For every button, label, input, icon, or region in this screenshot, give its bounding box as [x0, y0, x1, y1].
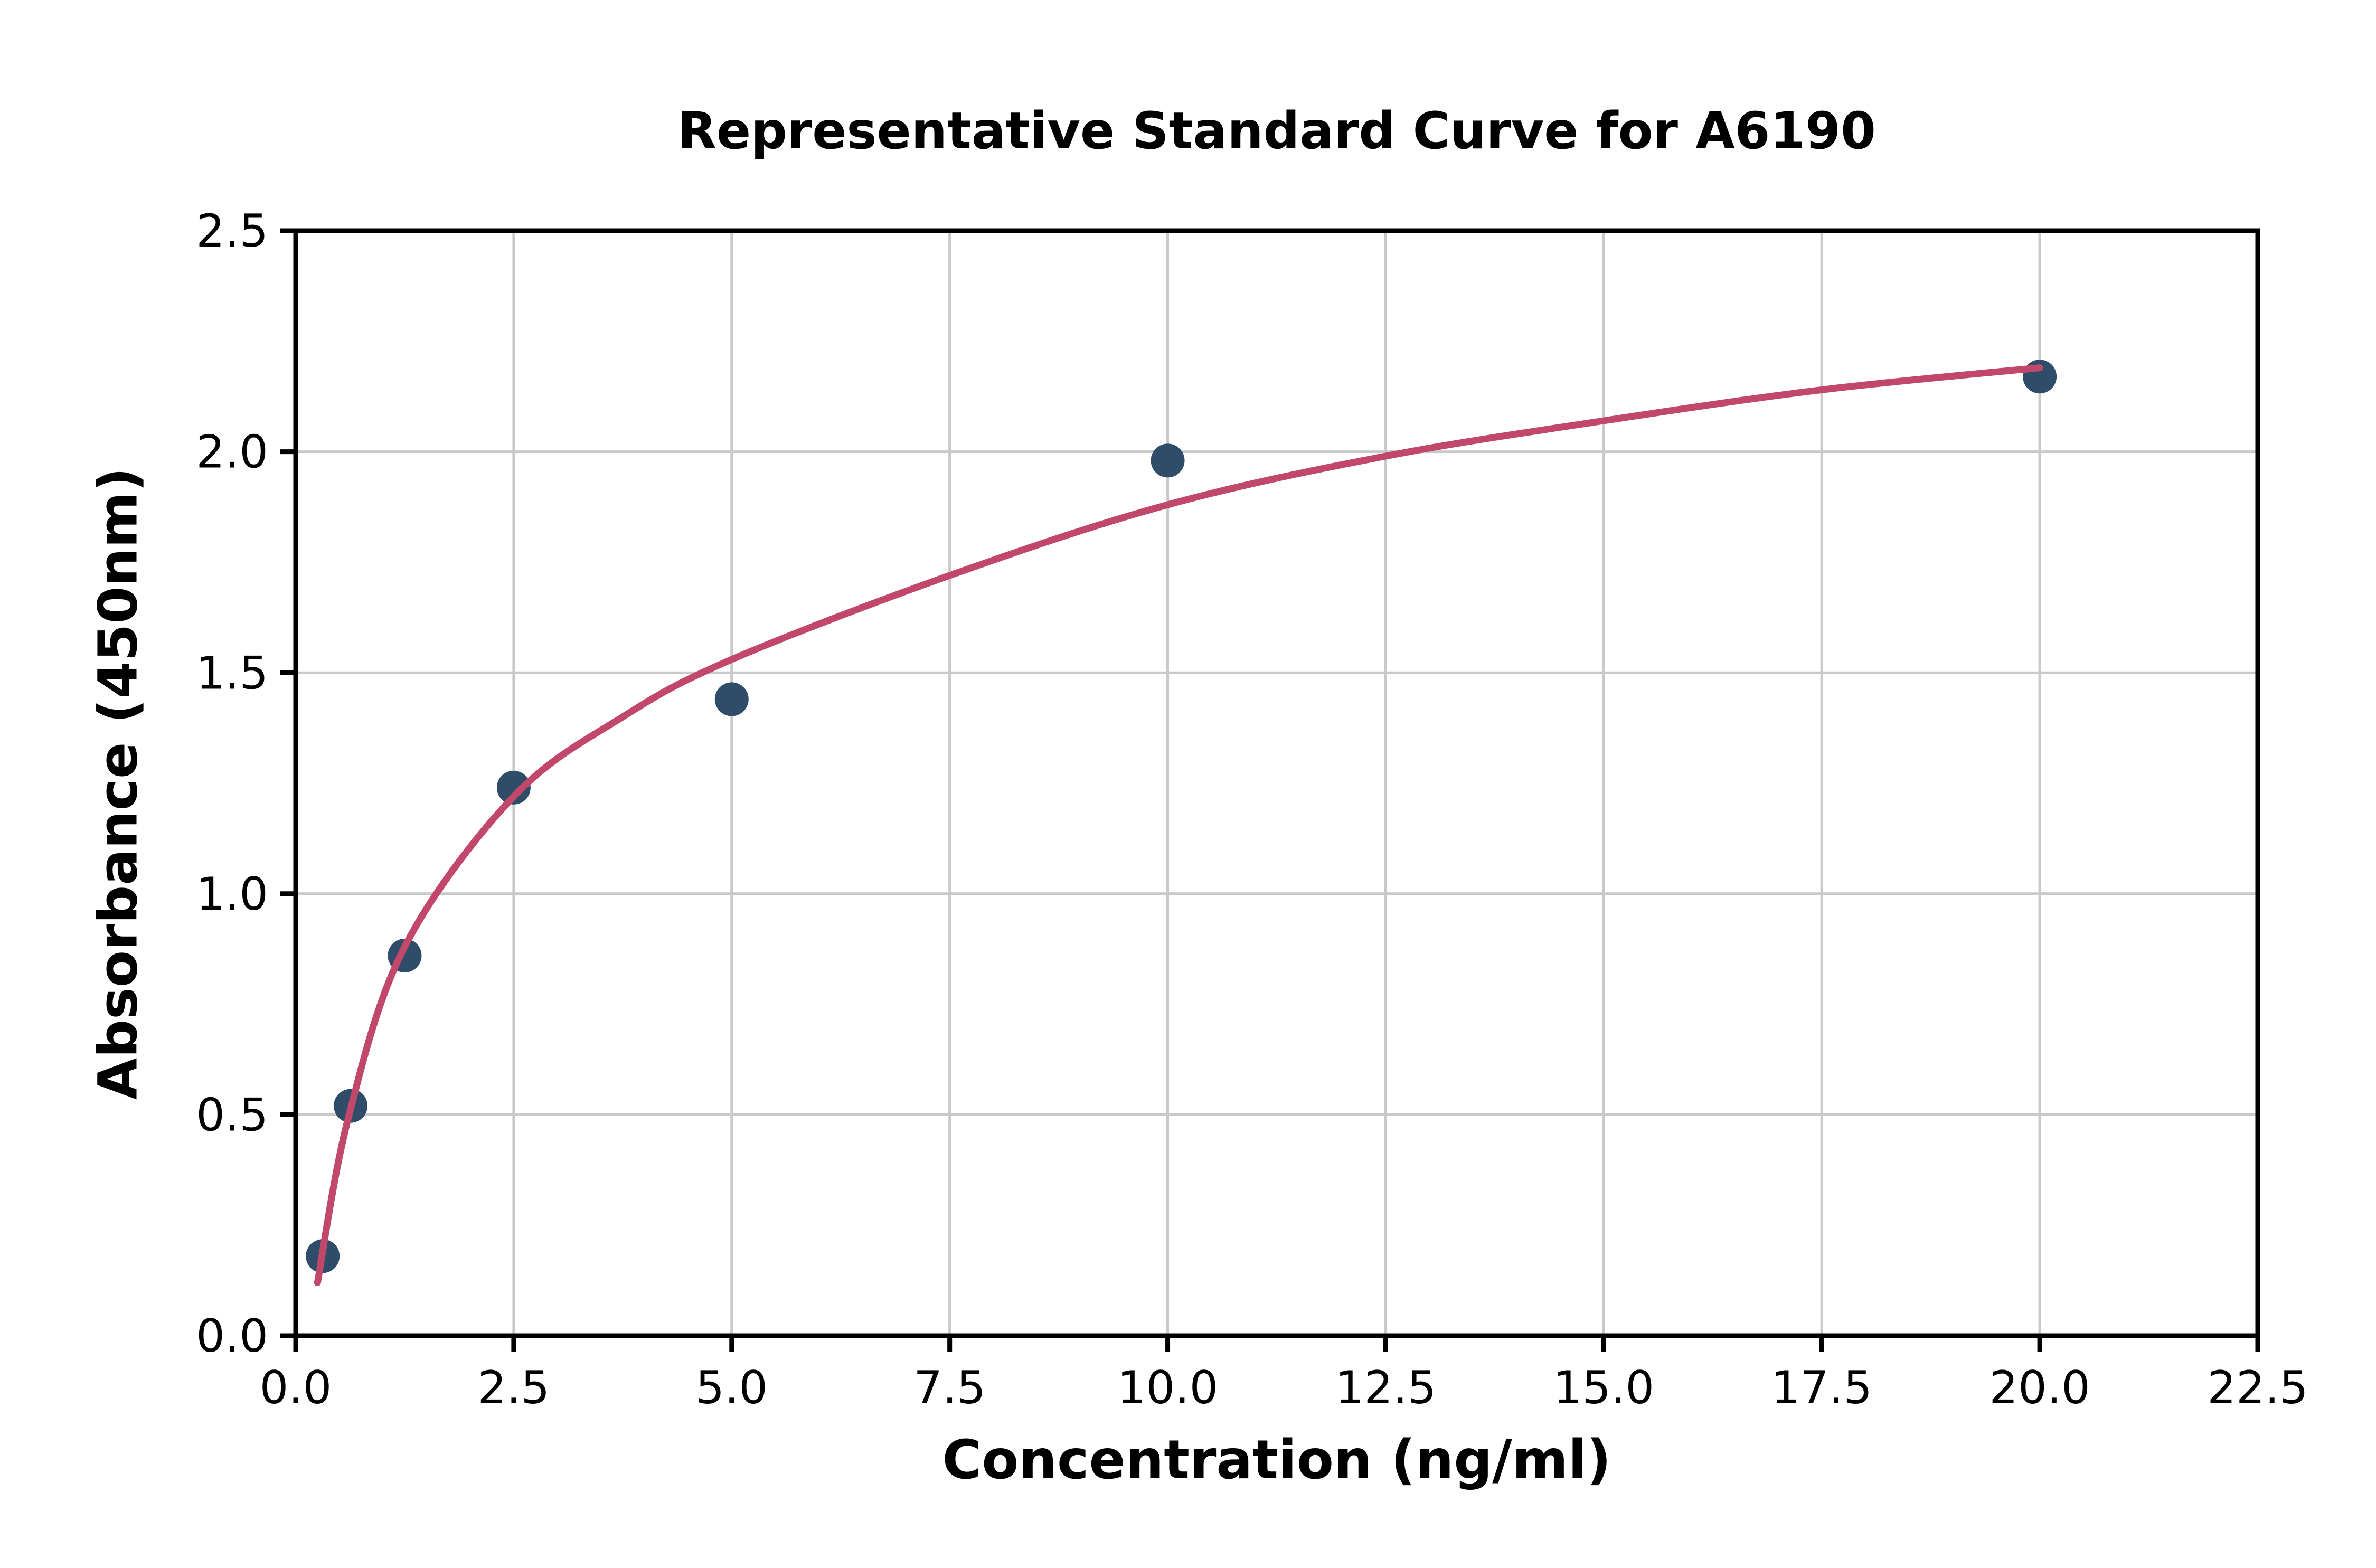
x-tick-label: 2.5	[477, 1362, 550, 1414]
y-tick-label: 0.0	[196, 1310, 268, 1363]
x-axis-label: Concentration (ng/ml)	[942, 1429, 1611, 1491]
y-tick-label: 2.5	[196, 205, 268, 258]
x-tick-label: 22.5	[2207, 1362, 2308, 1414]
axes-layer	[293, 228, 2260, 1338]
x-tick-label: 5.0	[695, 1362, 768, 1414]
data-point	[714, 682, 749, 716]
y-tick-label: 1.0	[196, 868, 268, 921]
y-tick-label: 2.0	[196, 426, 268, 479]
x-tick-label: 17.5	[1771, 1362, 1872, 1414]
x-tick-label: 10.0	[1117, 1362, 1218, 1414]
grid-layer	[294, 229, 2259, 1337]
x-tick-label: 15.0	[1553, 1362, 1654, 1414]
data-point	[1151, 443, 1185, 478]
y-tick-label: 1.5	[196, 647, 268, 700]
x-tick-label: 7.5	[913, 1362, 986, 1414]
series-layer	[306, 360, 2057, 1287]
fit-curve-path	[314, 364, 2043, 1287]
x-tick-label: 0.0	[260, 1362, 332, 1414]
tick-layer: 0.0 2.5 5.0 7.5 10.0 12.5 15.0 17.5 20.0 22.5 0.0 0…	[196, 205, 2308, 1414]
data-point	[496, 770, 531, 805]
chart-title: Representative Standard Curve for A6190	[677, 101, 1876, 160]
y-tick-label: 0.5	[196, 1089, 268, 1142]
x-tick-label: 12.5	[1335, 1362, 1436, 1414]
x-tick-label: 20.0	[1989, 1362, 2090, 1414]
plot-border	[293, 228, 2260, 1338]
